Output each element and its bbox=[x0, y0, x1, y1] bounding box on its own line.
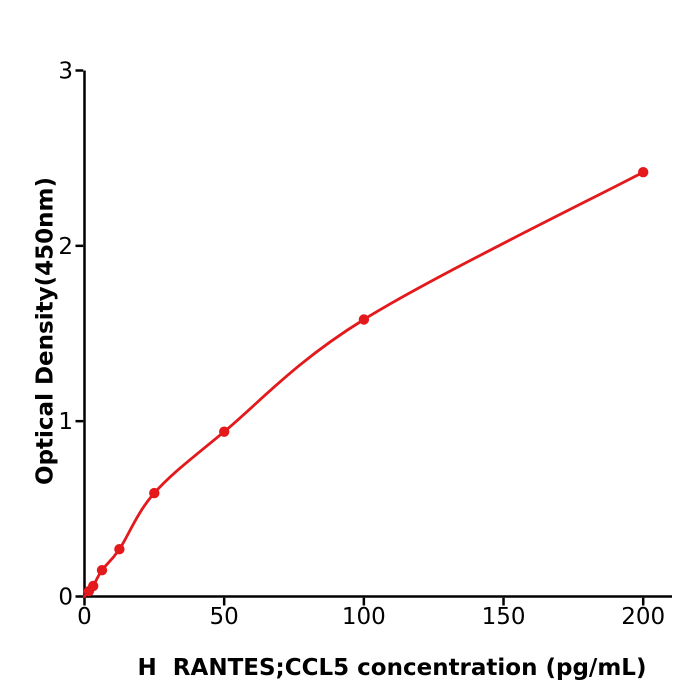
data-point bbox=[88, 580, 99, 592]
data-point bbox=[638, 167, 649, 178]
data-point bbox=[358, 314, 370, 325]
fit-curve bbox=[83, 170, 645, 598]
x-tick-label: 200 bbox=[621, 604, 665, 630]
x-axis-title: H RANTES;CCL5 concentration (pg/mL) bbox=[137, 655, 647, 681]
y-axis-title: Optical Density(450nm) bbox=[32, 177, 59, 485]
y-tick-label: 2 bbox=[58, 234, 73, 260]
y-tick-label: 0 bbox=[58, 585, 73, 611]
data-point bbox=[96, 565, 108, 576]
x-tick-label: 100 bbox=[342, 604, 386, 630]
y-tick-label: 3 bbox=[58, 59, 73, 85]
data-point bbox=[219, 426, 230, 437]
data-point bbox=[114, 544, 125, 555]
x-tick-label: 150 bbox=[482, 604, 526, 630]
y-tick-label: 1 bbox=[58, 409, 73, 435]
x-tick-label: 50 bbox=[210, 604, 239, 630]
data-point bbox=[149, 487, 160, 499]
x-tick-label: 0 bbox=[77, 604, 92, 630]
